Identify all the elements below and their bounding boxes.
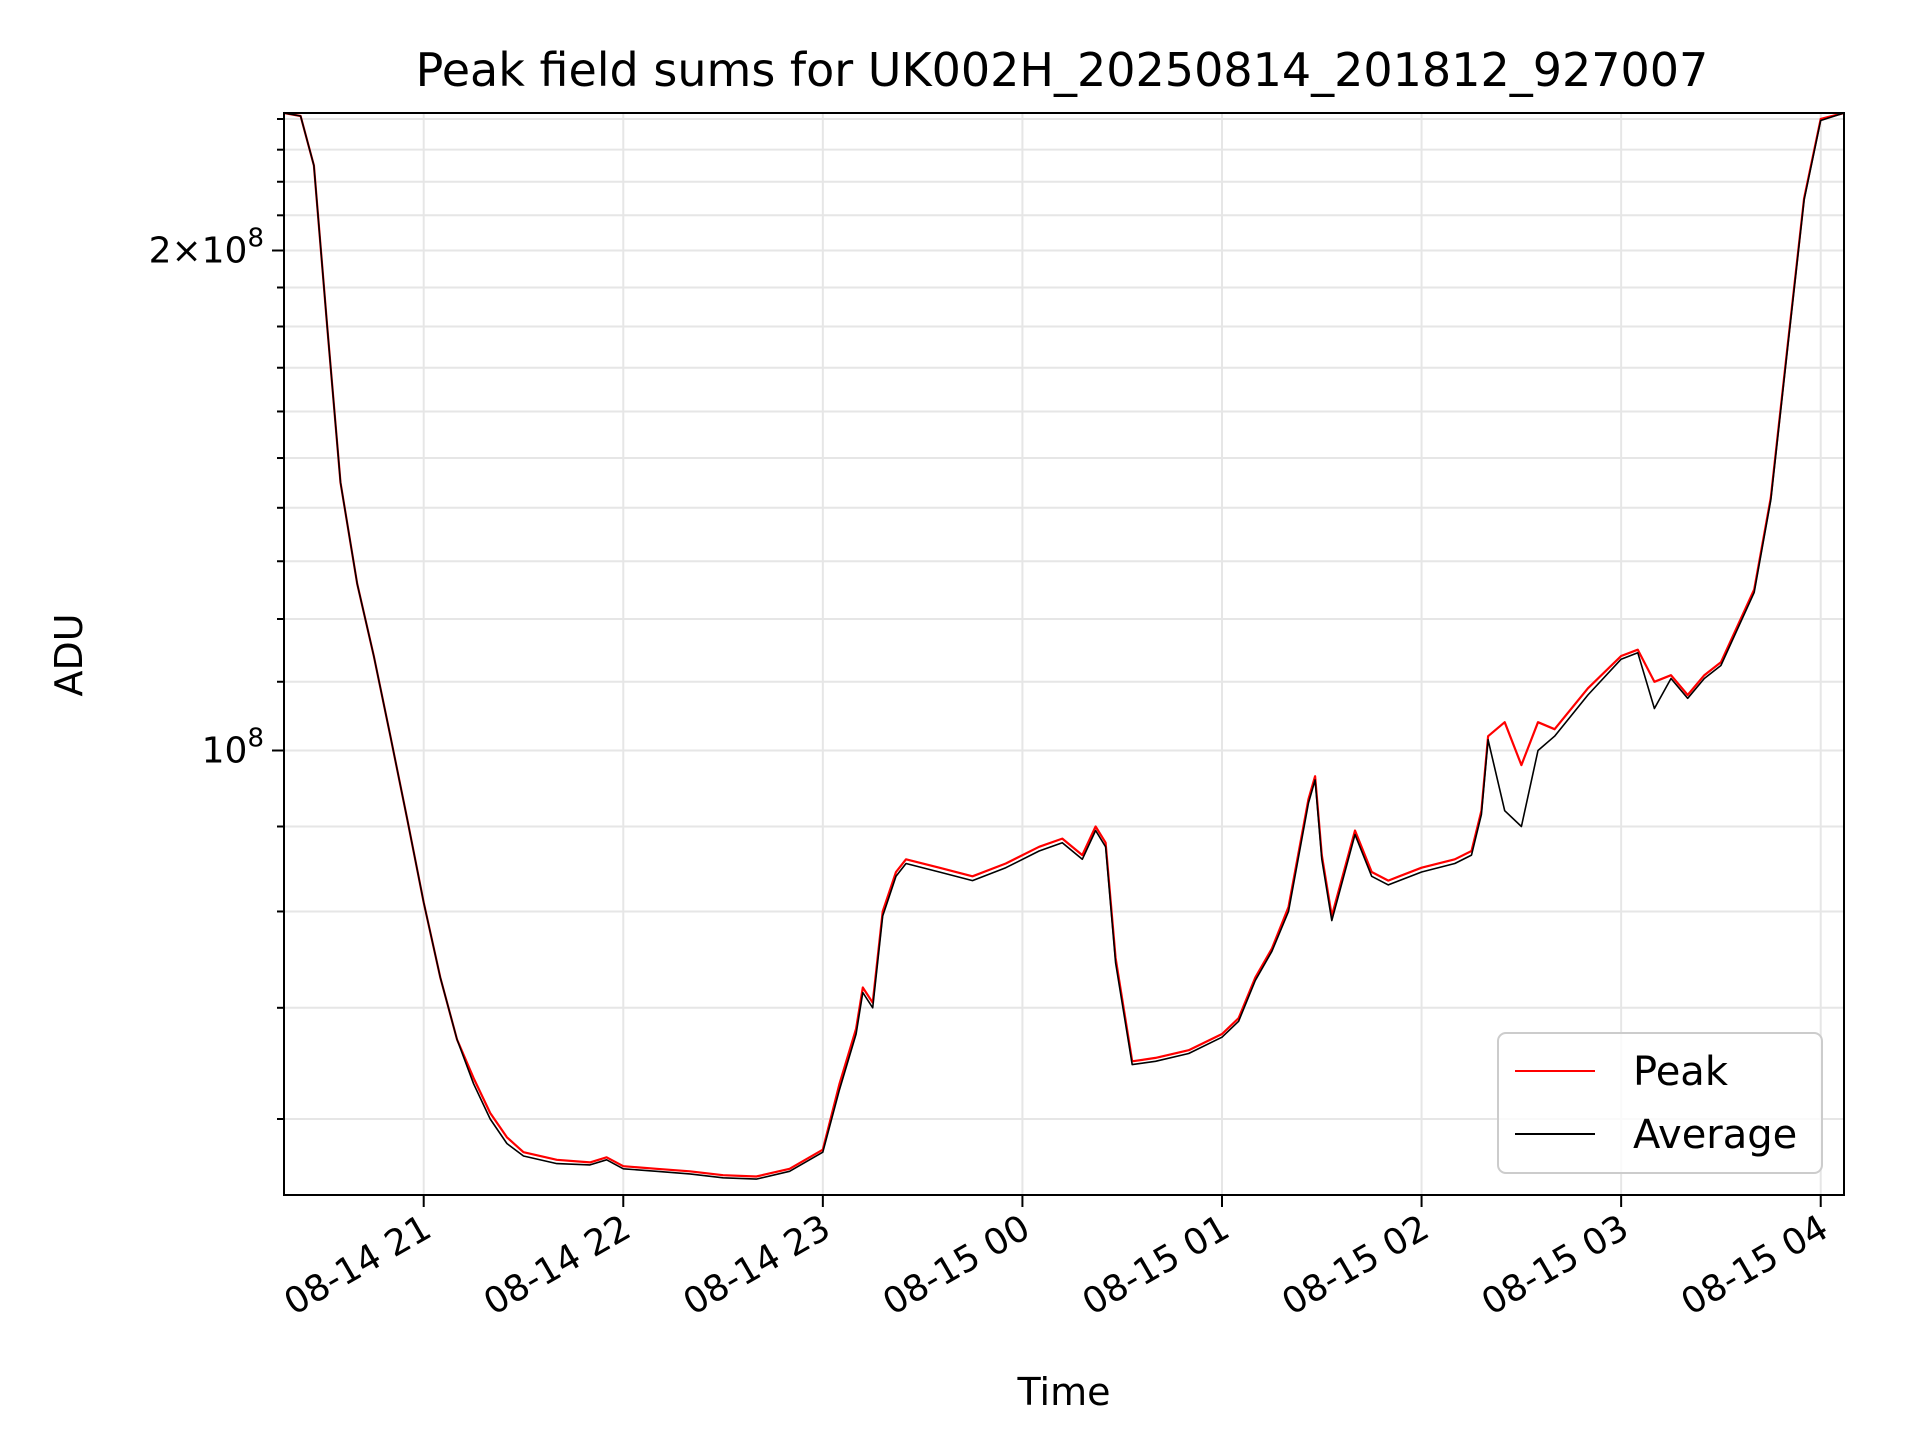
- series-line-average: [283, 112, 1845, 1180]
- series-layer: [283, 111, 1845, 1180]
- y-axis: 2×108 108: [149, 117, 284, 1120]
- y-tick-label: 108: [202, 724, 264, 772]
- legend: Peak Average: [1497, 1032, 1823, 1174]
- y-axis-label: ADU: [47, 613, 91, 696]
- legend-label-average: Average: [1633, 1112, 1797, 1158]
- series-line-peak: [283, 111, 1845, 1178]
- plot-area-frame: [283, 112, 1845, 1196]
- chart-title: Peak field sums for UK002H_20250814_2018…: [416, 43, 1709, 97]
- x-axis-label: Time: [1017, 1370, 1111, 1414]
- grid-lines: [284, 113, 1844, 1195]
- y-tick-label: 2×108: [149, 224, 264, 272]
- legend-label-peak: Peak: [1633, 1049, 1729, 1095]
- legend-box: [1497, 1032, 1823, 1174]
